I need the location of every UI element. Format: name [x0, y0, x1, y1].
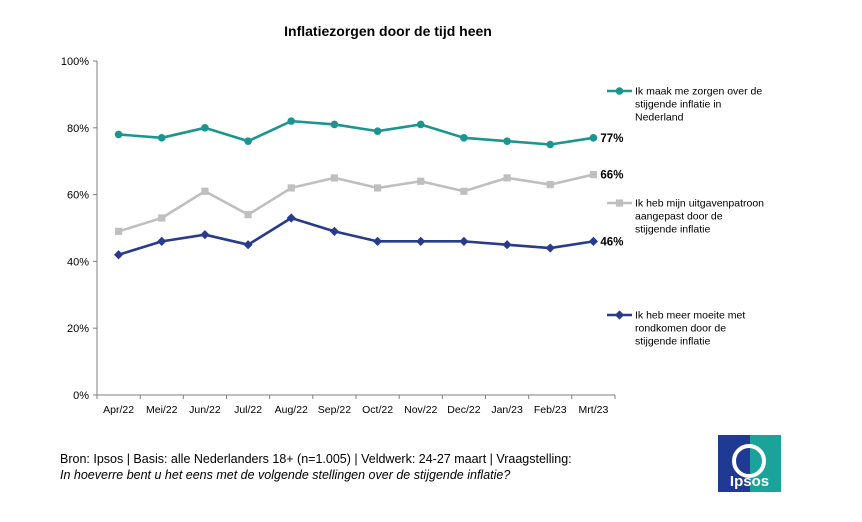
diamond-marker	[286, 213, 296, 223]
circle-marker	[589, 134, 598, 142]
legend-label: stijgende inflatie	[635, 224, 710, 236]
square-marker	[287, 184, 295, 192]
x-tick-label: Jun/22	[189, 404, 221, 416]
square-marker	[201, 187, 209, 195]
x-tick-label: Oct/22	[362, 404, 393, 416]
x-tick-label: Feb/23	[534, 404, 567, 416]
circle-marker	[244, 137, 252, 145]
series-3: 46%	[113, 213, 623, 260]
logo-text: Ipsos	[730, 473, 769, 490]
diamond-marker	[459, 236, 469, 246]
circle-marker	[460, 134, 468, 142]
diamond-marker	[157, 236, 167, 246]
line-chart: Inflatiezorgen door de tijd heen 0% 20% 40…	[61, 23, 764, 416]
square-marker	[330, 174, 339, 182]
circle-marker	[157, 134, 166, 142]
diamond-marker	[329, 226, 340, 236]
legend-label: aangepast door de	[635, 211, 723, 223]
circle-marker	[201, 124, 209, 132]
x-tick-label: Dec/22	[447, 404, 480, 416]
end-value-label: 46%	[600, 236, 623, 248]
legend-label: Ik maak me zorgen over de	[635, 86, 762, 98]
end-value-label: 77%	[600, 133, 623, 145]
logo-ring	[732, 444, 766, 478]
square-marker	[417, 177, 425, 185]
x-tick-label: Aug/22	[275, 404, 308, 416]
y-tick-label: 60%	[67, 190, 89, 202]
x-tick-label: Jan/23	[491, 404, 523, 416]
square-marker	[615, 199, 624, 207]
series-1: 77%	[114, 117, 623, 149]
square-marker	[589, 170, 598, 179]
series-line	[118, 119, 594, 146]
y-tick-label: 0%	[73, 390, 89, 402]
y-tick-label: 100%	[61, 56, 89, 68]
source-text: Bron: Ipsos | Basis: alle Nederlanders 1…	[60, 452, 572, 466]
x-tick-label: Mrt/23	[579, 404, 609, 416]
legend-label: Ik heb meer moeite met	[635, 310, 745, 322]
diamond-marker	[243, 240, 253, 250]
y-tick-label: 80%	[67, 123, 89, 135]
square-marker	[244, 211, 252, 219]
diamond-marker	[200, 230, 210, 240]
circle-marker	[615, 87, 624, 95]
question-text: In hoeverre bent u het eens met de volge…	[60, 468, 511, 482]
diamond-marker	[502, 240, 512, 250]
legend-label: stijgende inflatie in	[635, 99, 722, 111]
legend-label: Nederland	[635, 112, 684, 124]
diamond-marker	[113, 250, 124, 260]
diamond-marker	[545, 243, 555, 253]
circle-marker	[503, 137, 511, 145]
chart-axes: 0% 20% 40% 60% 80% 100% Apr/22 Mei/22 Jun/22 Jul/…	[61, 56, 616, 416]
legend-label: rondkomen door de	[635, 323, 726, 335]
diamond-marker	[614, 310, 625, 320]
circle-marker	[330, 120, 339, 129]
square-marker	[460, 187, 468, 195]
x-tick-label: Sep/22	[318, 404, 351, 416]
circle-marker	[373, 127, 382, 135]
y-tick-label: 20%	[67, 323, 89, 335]
circle-marker	[416, 120, 425, 129]
diamond-marker	[372, 236, 383, 246]
diamond-marker	[416, 236, 426, 246]
circle-marker	[114, 130, 123, 139]
series-line	[118, 216, 594, 256]
square-marker	[114, 227, 123, 235]
series-line	[118, 173, 594, 233]
end-value-label: 66%	[600, 170, 623, 182]
square-marker	[373, 184, 382, 192]
legend-label: Ik heb mijn uitgavenpatroon	[635, 198, 764, 210]
x-tick-label: Apr/22	[103, 404, 134, 416]
y-tick-label: 40%	[67, 256, 89, 268]
legend-label: stijgende inflatie	[635, 336, 710, 348]
circle-marker	[287, 117, 296, 125]
series-2: 66%	[114, 170, 623, 235]
square-marker	[546, 180, 554, 189]
square-marker	[158, 214, 166, 222]
ipsos-logo: Ipsos	[718, 435, 781, 492]
x-tick-label: Jul/22	[234, 404, 262, 416]
square-marker	[503, 174, 511, 182]
x-tick-label: Nov/22	[404, 404, 437, 416]
series-layer: 77% 66% 46%	[113, 117, 623, 260]
chart-title: Inflatiezorgen door de tijd heen	[284, 23, 492, 39]
x-tick-label: Mei/22	[146, 404, 178, 416]
diamond-marker	[588, 236, 599, 246]
source-note: Bron: Ipsos | Basis: alle Nederlanders 1…	[60, 451, 680, 483]
circle-marker	[546, 140, 555, 149]
